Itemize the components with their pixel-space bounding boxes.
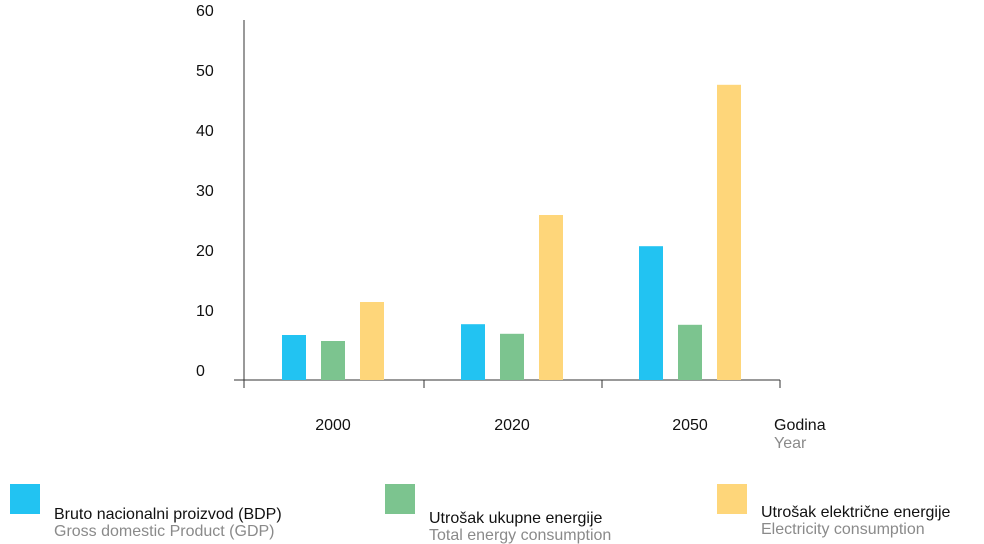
x-axis: 2000 2020 2050 [234,379,781,434]
bars-group [282,84,741,381]
legend-label-electricity-en: Electricity consumption [761,521,925,538]
x-axis-title-primary: Godina [774,417,826,434]
legend-swatch-electricity [717,484,747,514]
y-tick-label: 40 [196,123,214,140]
bar [500,333,524,380]
bar [678,324,702,380]
bar [282,335,306,380]
legend-label-electricity: Utrošak električne energije [761,504,951,521]
legend-text-electricity: Utrošak električne energije Electricity … [761,504,950,538]
legend-label-gdp-en: Gross domestic Product (GDP) [54,523,275,540]
x-axis-title-secondary: Year [774,435,807,452]
y-axis: 0 10 20 30 40 50 60 [196,3,245,380]
x-axis-title: Godina Year [774,417,826,452]
bar [539,215,563,380]
bar [639,246,663,380]
bar-chart: 0 10 20 30 40 50 60 2000 2020 2050 Godina Year [196,3,826,452]
legend-swatch-total-energy [385,484,415,514]
bar [321,341,345,380]
bar [461,324,485,380]
y-tick-label: 30 [196,183,214,200]
legend-label-total-energy: Utrošak ukupne energije [429,510,603,527]
x-tick-label: 2050 [672,417,708,434]
bar [360,302,384,380]
legend-text-gdp: Bruto nacionalni proizvod (BDP) Gross do… [54,506,282,540]
y-tick-label: 60 [196,3,214,20]
legend-text-total-energy: Utrošak ukupne energije Total energy con… [429,510,611,544]
legend-swatch-gdp [10,484,40,514]
bar [717,84,741,381]
x-tick-label: 2000 [315,417,351,434]
y-tick-label: 10 [196,303,214,320]
x-tick-label: 2020 [494,417,530,434]
y-tick-label: 20 [196,243,214,260]
y-tick-label: 0 [196,363,205,380]
legend-label-total-energy-en: Total energy consumption [429,527,612,544]
y-tick-label: 50 [196,63,214,80]
legend-label-gdp: Bruto nacionalni proizvod (BDP) [54,506,282,523]
